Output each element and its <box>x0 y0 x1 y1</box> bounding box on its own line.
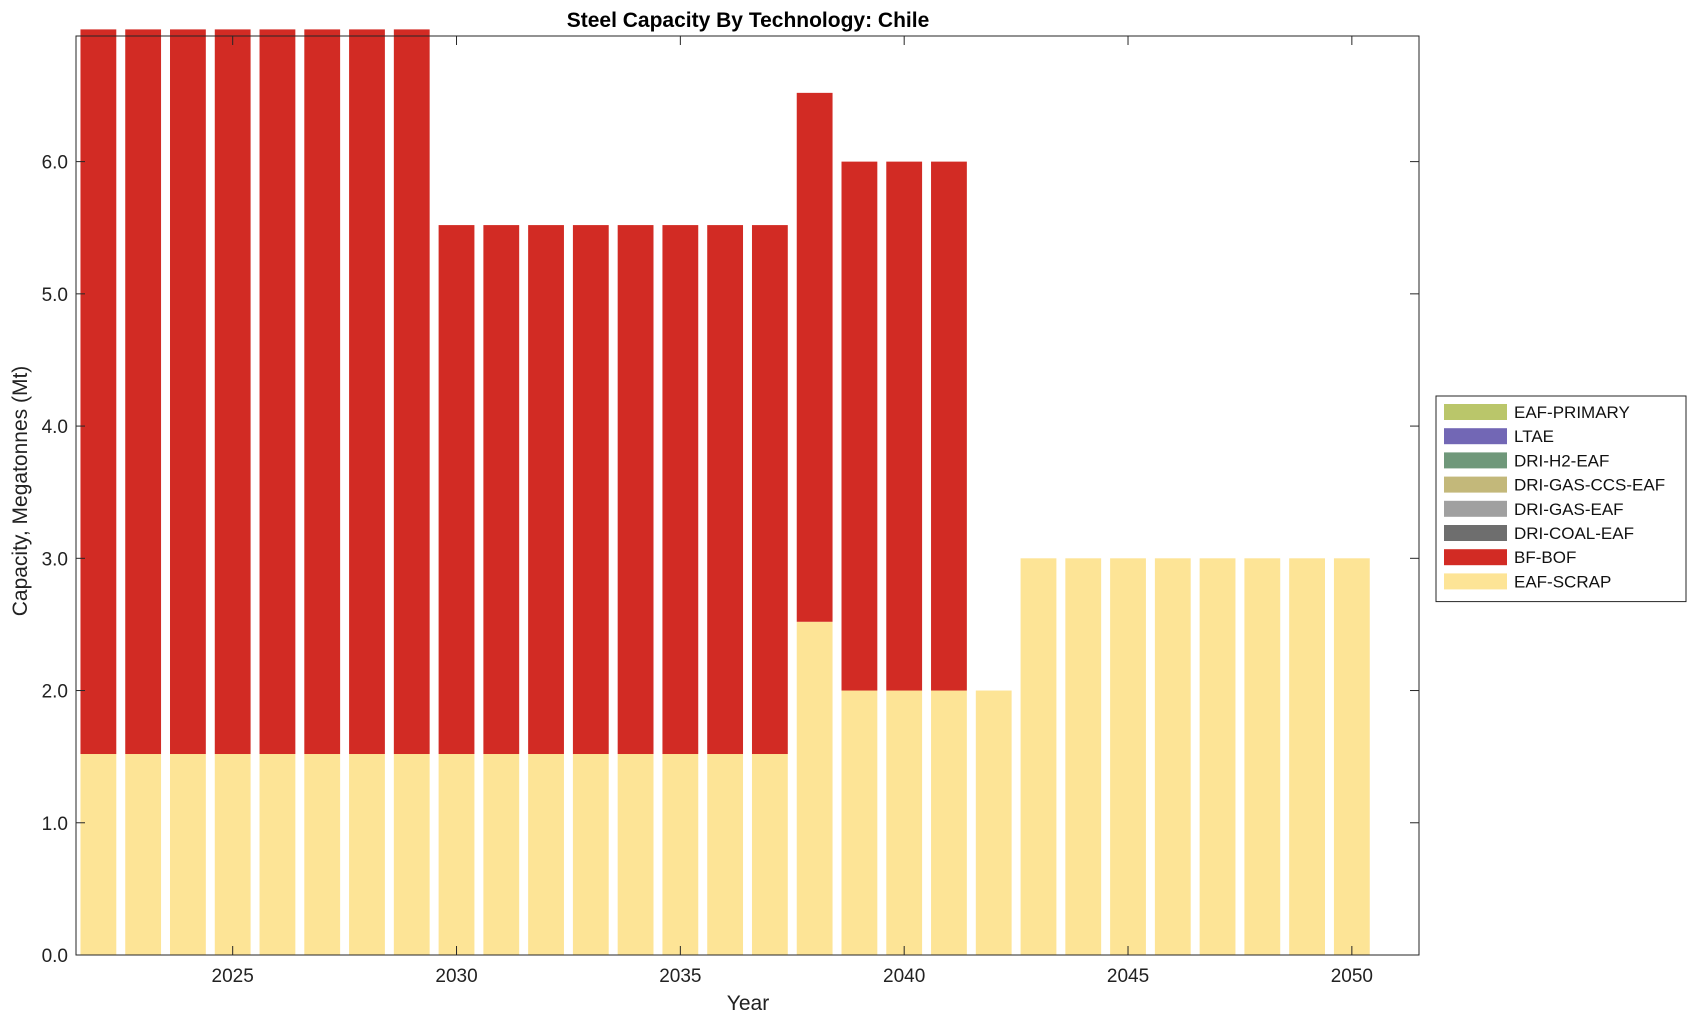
bar-eaf-scrap-2040 <box>886 690 923 955</box>
bar-eaf-scrap-2033 <box>572 754 609 955</box>
bar-eaf-scrap-2022 <box>80 754 117 955</box>
bar-eaf-scrap-2043 <box>1020 558 1057 955</box>
legend-label-bf-bof: BF-BOF <box>1514 548 1576 567</box>
bar-eaf-scrap-2036 <box>707 754 744 955</box>
y-tick-label: 6.0 <box>42 153 68 174</box>
bar-eaf-scrap-2042 <box>975 690 1012 955</box>
legend-swatch-ltae <box>1444 428 1507 445</box>
bar-bf-bof-2029 <box>393 29 430 755</box>
legend: EAF-PRIMARY LTAE DRI-H2-EAF DRI-GAS-CCS-EAF… <box>1435 395 1687 603</box>
legend-label-dri-gas-eaf: DRI-GAS-EAF <box>1514 500 1624 519</box>
legend-label-dri-gas-ccs-eaf: DRI-GAS-CCS-EAF <box>1514 476 1665 495</box>
bar-bf-bof-2037 <box>751 225 788 755</box>
bar-bf-bof-2034 <box>617 225 654 755</box>
bar-bf-bof-2039 <box>841 161 878 691</box>
bar-bf-bof-2025 <box>214 29 251 755</box>
bar-eaf-scrap-2023 <box>125 754 162 955</box>
bar-eaf-scrap-2032 <box>528 754 564 955</box>
bar-bf-bof-2030 <box>438 225 475 755</box>
bar-bf-bof-2031 <box>483 225 520 755</box>
bar-bf-bof-2033 <box>572 225 609 755</box>
bar-eaf-scrap-2027 <box>304 754 341 955</box>
bar-eaf-scrap-2030 <box>438 754 475 955</box>
bar-eaf-scrap-2049 <box>1289 558 1325 955</box>
bar-bf-bof-2035 <box>662 225 699 755</box>
y-tick-label: 5.0 <box>42 285 68 306</box>
bar-eaf-scrap-2031 <box>483 754 520 955</box>
bar-eaf-scrap-2048 <box>1244 558 1281 955</box>
y-axis-label: Capacity, Megatonnes (Mt) <box>9 366 32 617</box>
x-tick-label: 2025 <box>212 966 254 987</box>
bar-eaf-scrap-2028 <box>349 754 385 955</box>
bar-eaf-scrap-2045 <box>1110 558 1146 955</box>
chart-title: Steel Capacity By Technology: Chile <box>567 9 930 32</box>
legend-label-eaf-scrap: EAF-SCRAP <box>1514 572 1611 591</box>
bar-bf-bof-2041 <box>931 161 967 691</box>
bar-eaf-scrap-2034 <box>617 754 654 955</box>
legend-swatch-dri-gas-eaf <box>1444 500 1507 517</box>
legend-label-ltae: LTAE <box>1514 427 1554 446</box>
plot-frame <box>75 35 1420 956</box>
y-tick-label: 0.0 <box>42 946 68 967</box>
bar-eaf-scrap-2035 <box>662 754 699 955</box>
x-axis-label: Year <box>727 992 769 1015</box>
y-tick-label: 2.0 <box>42 682 68 703</box>
legend-swatch-eaf-primary <box>1444 404 1507 420</box>
bar-eaf-scrap-2025 <box>214 754 251 955</box>
x-tick-label: 2030 <box>435 966 477 987</box>
bar-eaf-scrap-2038 <box>796 621 833 955</box>
x-tick-label: 2035 <box>659 966 701 987</box>
y-tick-label: 1.0 <box>42 814 68 835</box>
legend-label-eaf-primary: EAF-PRIMARY <box>1514 403 1630 422</box>
legend-label-dri-h2-eaf: DRI-H2-EAF <box>1514 451 1609 470</box>
bar-bf-bof-2038 <box>796 92 833 622</box>
x-tick-label: 2040 <box>883 966 925 987</box>
bar-eaf-scrap-2029 <box>393 754 430 955</box>
bar-eaf-scrap-2047 <box>1199 558 1236 955</box>
bar-bf-bof-2024 <box>170 29 206 755</box>
bar-eaf-scrap-2050 <box>1333 558 1370 955</box>
bar-bf-bof-2028 <box>349 29 385 755</box>
legend-swatch-dri-h2-eaf <box>1444 452 1507 469</box>
bar-bf-bof-2023 <box>125 29 162 755</box>
legend-swatch-bf-bof <box>1444 549 1507 566</box>
x-tick-label: 2045 <box>1107 966 1149 987</box>
y-tick-label: 4.0 <box>42 417 68 438</box>
y-tick-label: 3.0 <box>42 549 68 570</box>
bar-eaf-scrap-2044 <box>1065 558 1102 955</box>
bars-group <box>80 29 1370 955</box>
bar-eaf-scrap-2046 <box>1154 558 1191 955</box>
bar-eaf-scrap-2037 <box>751 754 788 955</box>
bar-eaf-scrap-2024 <box>170 754 206 955</box>
bar-bf-bof-2022 <box>80 29 117 755</box>
legend-box <box>1435 395 1687 603</box>
bar-eaf-scrap-2041 <box>931 690 967 955</box>
bar-eaf-scrap-2026 <box>259 754 296 955</box>
legend-swatch-dri-coal-eaf <box>1444 525 1507 541</box>
axes-group: 0.0 1.0 2.0 3.0 4.0 5.0 6.0 2025 2030 2035 2040 204… <box>42 35 1420 987</box>
bar-bf-bof-2036 <box>707 225 744 755</box>
legend-swatch-eaf-scrap <box>1444 573 1507 590</box>
bar-bf-bof-2027 <box>304 29 341 755</box>
bar-bf-bof-2032 <box>528 225 564 755</box>
legend-swatch-dri-gas-ccs-eaf <box>1444 476 1507 493</box>
legend-label-dri-coal-eaf: DRI-COAL-EAF <box>1514 524 1634 543</box>
bar-bf-bof-2026 <box>259 29 296 755</box>
bar-eaf-scrap-2039 <box>841 690 878 955</box>
bar-bf-bof-2040 <box>886 161 923 691</box>
x-tick-label: 2050 <box>1331 966 1373 987</box>
